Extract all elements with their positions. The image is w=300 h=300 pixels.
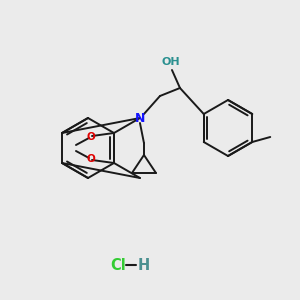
- Text: O: O: [87, 154, 95, 164]
- Text: OH: OH: [162, 57, 180, 67]
- Text: N: N: [135, 112, 145, 124]
- Text: Cl: Cl: [110, 257, 126, 272]
- Text: H: H: [138, 257, 150, 272]
- Text: O: O: [87, 132, 95, 142]
